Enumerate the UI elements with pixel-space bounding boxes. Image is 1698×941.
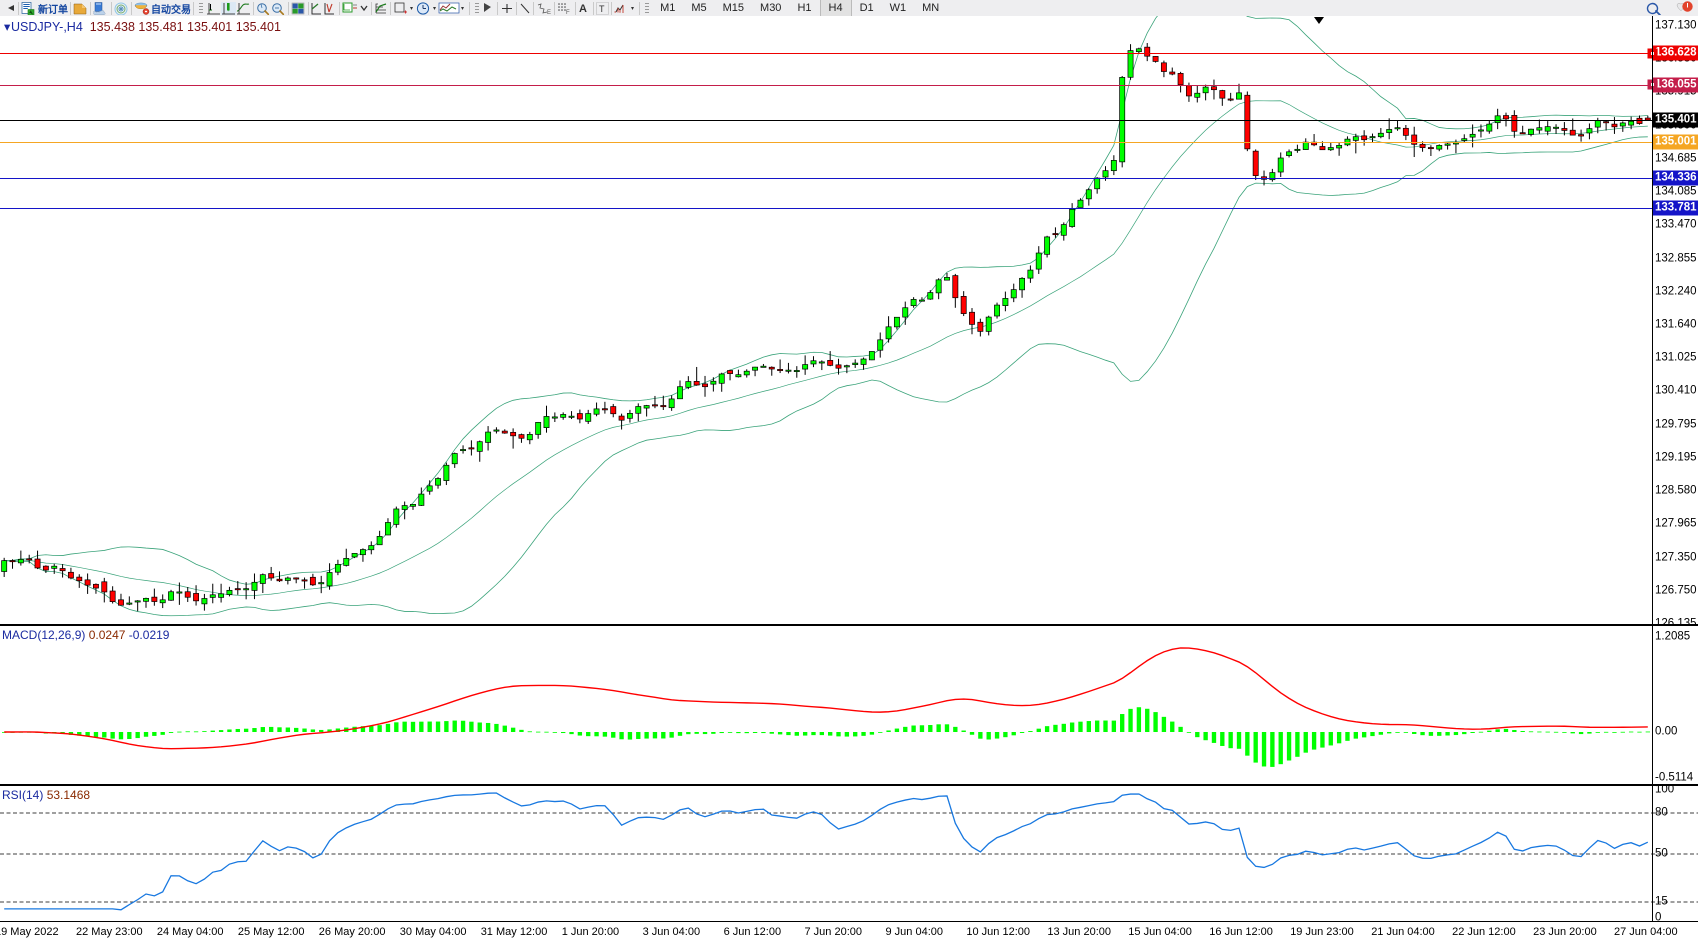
svg-text:A: A xyxy=(579,3,587,15)
svg-text:F: F xyxy=(566,10,570,15)
svg-text:T: T xyxy=(599,4,605,14)
svg-text:E: E xyxy=(547,10,551,15)
